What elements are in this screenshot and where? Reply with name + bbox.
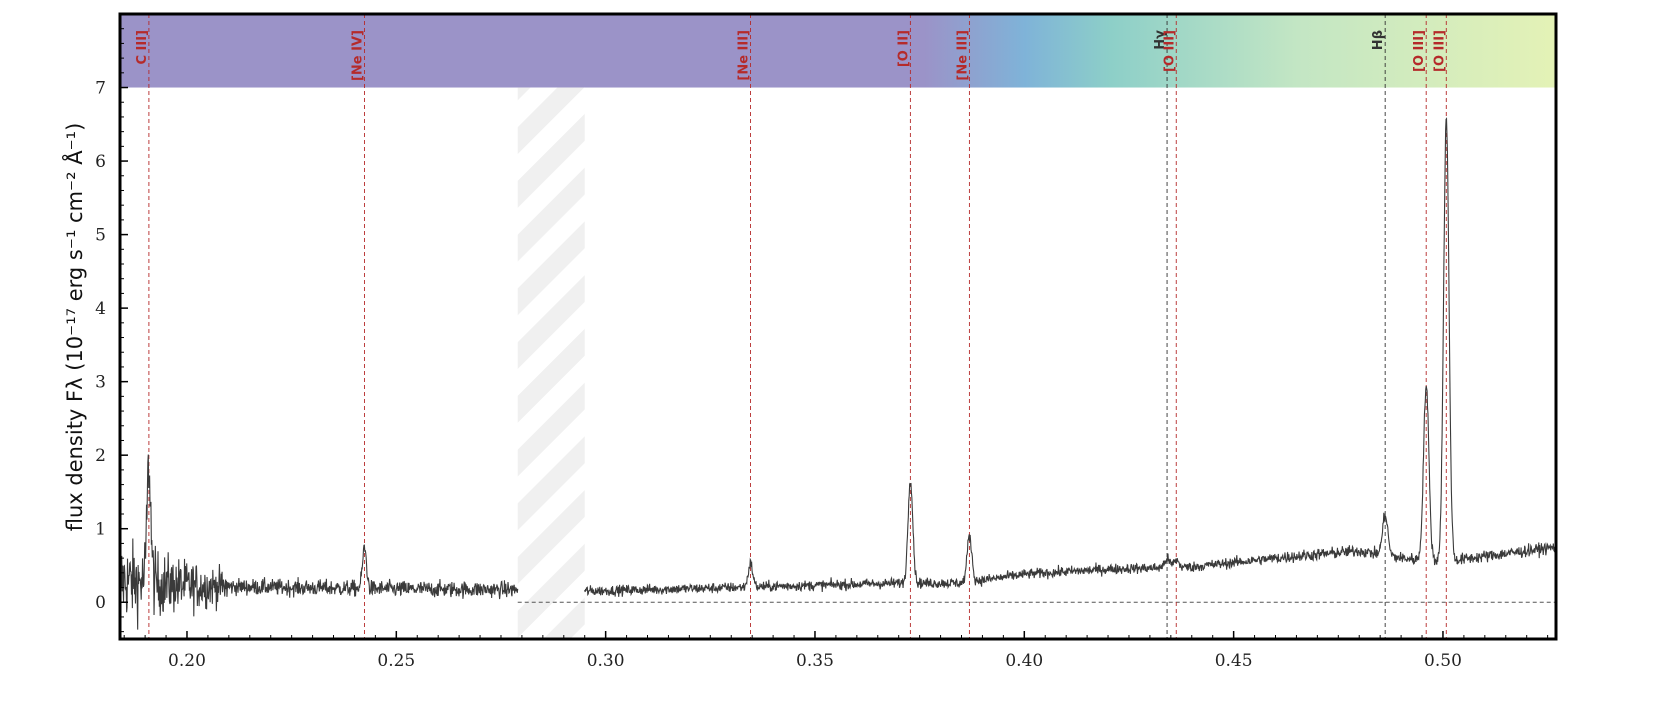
wavelength-colorbar — [120, 14, 1556, 88]
y-tick-label-0: 0 — [95, 593, 106, 613]
y-tick-label-6: 6 — [95, 152, 106, 172]
x-tick-label-0: 0.20 — [168, 651, 206, 671]
line-label-8: [O III] — [1412, 30, 1427, 72]
masked-region — [517, 87, 585, 639]
y-tick-label-2: 2 — [95, 446, 106, 466]
line-label-9: [O III] — [1432, 30, 1447, 72]
x-tick-label-6: 0.50 — [1424, 651, 1462, 671]
line-label-7: Hβ — [1371, 30, 1386, 50]
y-tick-label-7: 7 — [95, 79, 106, 99]
x-tick-label-2: 0.30 — [587, 651, 625, 671]
line-label-5: Hγ — [1153, 30, 1168, 50]
line-label-3: [O II] — [896, 30, 911, 67]
x-tick-label-3: 0.35 — [796, 651, 834, 671]
plot-frame — [118, 12, 1558, 641]
masked-region-hatch — [517, 87, 585, 639]
y-tick-label-1: 1 — [95, 520, 106, 540]
spectrum-segment-blue — [120, 454, 519, 630]
line-label-4: [Ne III] — [955, 30, 970, 81]
y-tick-label-3: 3 — [95, 373, 106, 393]
x-tick-label-5: 0.45 — [1215, 651, 1253, 671]
axes: 0.20 0.25 0.30 0.35 0.40 0.45 0.50 0 1 2 3 4 5 6 7 — [95, 12, 1558, 671]
line-label-6: [O III] — [1162, 30, 1177, 72]
x-tick-label-4: 0.40 — [1005, 651, 1043, 671]
line-label-0: C III] — [135, 30, 150, 65]
spectrum-series — [120, 117, 1556, 630]
emission-line-markers — [148, 14, 1447, 639]
y-tick-label-4: 4 — [95, 299, 106, 319]
colorbar-band — [120, 14, 1556, 88]
spectrum-segment-red — [584, 117, 1556, 597]
y-axis-label: flux density Fλ (10⁻¹⁷ erg s⁻¹ cm⁻² Å⁻¹) — [61, 123, 87, 532]
y-tick-label-5: 5 — [95, 226, 106, 246]
line-label-2: [Ne III] — [737, 30, 752, 81]
line-label-1: [Ne IV] — [350, 30, 365, 81]
x-tick-label-1: 0.25 — [377, 651, 415, 671]
line-labels: C III] [Ne IV] [Ne III] [O II] [Ne III] Hγ[O … — [135, 30, 1447, 81]
